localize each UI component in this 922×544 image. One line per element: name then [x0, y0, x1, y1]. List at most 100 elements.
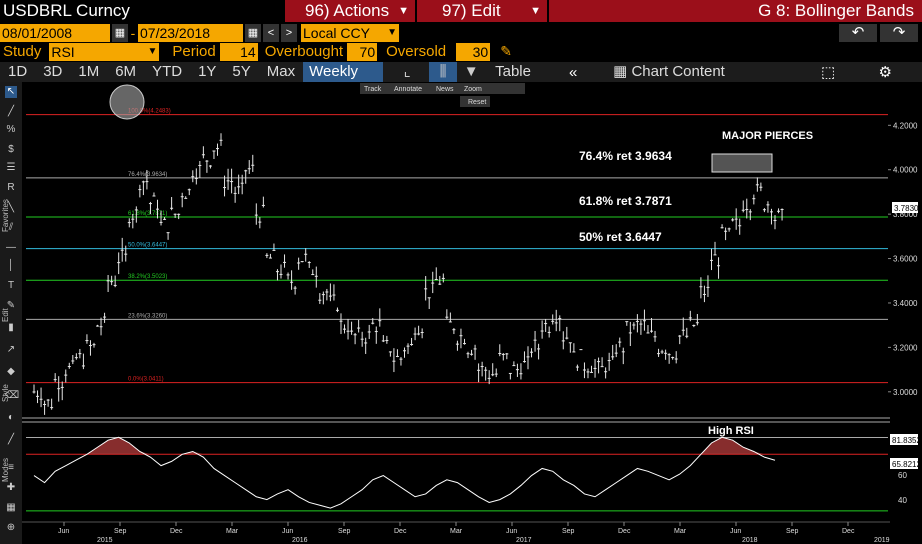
overbought-field[interactable]: 70 [347, 42, 378, 61]
ret-618-label: 61.8% ret 3.7871 [579, 194, 672, 208]
function-title: G 8: Bollinger Bands [549, 0, 922, 22]
chart-content-button[interactable]: ▦ Chart Content [603, 62, 793, 82]
fib-label: 38.2%(3.5023) [128, 274, 167, 280]
draw-icon[interactable]: ⬚ [821, 64, 836, 81]
study-bar: Study RSI ▼ Period 14 Overbought 70 Over… [0, 42, 922, 61]
x-month-label: Dec [394, 528, 407, 535]
mini-toolbar: Track Annotate News Zoom Reset [360, 83, 525, 107]
calendar-icon[interactable]: ▦ [112, 23, 128, 42]
chart-area[interactable]: Track Annotate News Zoom Reset 100.0%(4.… [22, 82, 922, 544]
palette-icon[interactable]: ◐ [7, 412, 15, 423]
track-button[interactable]: Track [364, 86, 382, 93]
x-year-label: 2019 [874, 537, 890, 544]
cursor-icon[interactable]: ↖ [5, 86, 17, 98]
actions-label: 96) Actions [305, 1, 390, 20]
calendar-icon[interactable]: ▦ [245, 23, 261, 42]
marker-icon[interactable]: ◆ [7, 366, 15, 377]
x-month-label: Dec [842, 528, 855, 535]
chevron-down-icon: ▼ [147, 45, 158, 57]
price-tool-icon[interactable]: $ [8, 144, 14, 155]
range-1m[interactable]: 1M [78, 63, 100, 80]
study-select[interactable]: RSI ▼ [49, 42, 160, 61]
overbought-label: Overbought [264, 43, 344, 60]
date-separator: - [130, 24, 136, 41]
chevron-right-icon[interactable]: > [281, 23, 297, 42]
line-chart-icon[interactable]: ⌞ [403, 63, 411, 80]
price-tick-label: 3.0000 [893, 388, 918, 397]
x-month-label: Mar [226, 528, 239, 535]
range-ytd[interactable]: YTD [152, 63, 183, 80]
channel-tool-icon[interactable]: ⫽ [8, 222, 14, 233]
forward-arrow-icon[interactable]: ↷ [880, 23, 918, 42]
table-button[interactable]: Table [495, 63, 531, 80]
mini-toolbar-bg [360, 83, 525, 94]
zoom-icon[interactable]: ⊕ [6, 522, 16, 533]
edit-menu-button[interactable]: 97) Edit ▼ [417, 0, 547, 22]
period-label: Period [172, 43, 216, 60]
horizontal-line-icon[interactable]: — [6, 242, 16, 253]
x-year-label: 2015 [97, 537, 113, 544]
last-price-tag [892, 202, 918, 213]
range-6m[interactable]: 6M [115, 63, 137, 80]
last-price-value: 3.7830 [894, 204, 919, 213]
end-date-field[interactable]: 07/23/2018 [138, 23, 243, 42]
period-field[interactable]: 14 [219, 42, 258, 61]
range-max[interactable]: Max [266, 63, 296, 80]
back-arrow-icon[interactable]: ↶ [839, 23, 877, 42]
price-chart-svg[interactable]: Track Annotate News Zoom Reset 100.0%(4.… [22, 82, 922, 544]
gear-icon[interactable]: ⚙ [878, 64, 892, 81]
range-5y[interactable]: 5Y [232, 63, 251, 80]
percent-tool-icon[interactable]: % [6, 124, 16, 135]
fib-tool-icon[interactable]: ☰ [6, 162, 16, 173]
grid-icon[interactable]: ▦ [6, 502, 16, 513]
news-button[interactable]: News [436, 86, 454, 93]
price-tick-label: 3.8000 [893, 210, 918, 219]
reset-button[interactable]: Reset [468, 99, 486, 106]
delete-icon[interactable]: ▮ [8, 322, 14, 333]
line-tool-icon[interactable]: ╱ [7, 106, 15, 117]
price-tick-label: 3.6000 [893, 255, 918, 264]
oversold-field[interactable]: 30 [456, 42, 491, 61]
chevron-down-icon: ▼ [398, 5, 409, 17]
pencil-icon[interactable]: ✎ [500, 42, 512, 59]
x-month-label: Jun [506, 528, 517, 535]
x-month-label: Jun [58, 528, 69, 535]
range-1d[interactable]: 1D [8, 63, 28, 80]
chevron-down-icon: ▼ [530, 5, 541, 17]
arrow-tool-icon[interactable]: ↗ [6, 344, 16, 355]
price-tick-label: 3.2000 [893, 343, 918, 352]
rsi-overbought-fill [34, 437, 775, 455]
range-3d[interactable]: 3D [43, 63, 63, 80]
chart-icon: ▦ [613, 63, 632, 80]
chevron-left-icon[interactable]: < [263, 23, 279, 42]
rsi-line [33, 436, 776, 509]
zoom-button[interactable]: Zoom [464, 86, 482, 93]
favorites-label: Favorites [1, 199, 10, 232]
ruler-icon[interactable]: R [7, 182, 15, 193]
pencil-icon[interactable]: ✎ [6, 300, 16, 311]
currency-select[interactable]: Local CCY ▼ [301, 23, 399, 42]
brush-icon[interactable]: ╱ [7, 434, 15, 445]
fib-label: 50.0%(3.6447) [128, 243, 167, 249]
oversold-label: Oversold [386, 43, 447, 60]
crosshair-icon[interactable]: ✚ [6, 482, 16, 493]
modes-label: Modes [1, 457, 10, 482]
text-tool-icon[interactable]: T [7, 280, 15, 291]
layers-icon[interactable]: ≡ [8, 462, 14, 473]
bar-chart-icon[interactable]: ⫼ [429, 62, 458, 82]
x-month-label: Sep [786, 528, 799, 535]
frequency-select[interactable]: Weekly ▼ [303, 62, 384, 100]
chevron-down-icon[interactable]: ▼ [463, 63, 479, 80]
eraser-icon[interactable]: ⌫ [5, 390, 20, 401]
actions-menu-button[interactable]: 96) Actions ▼ [285, 0, 415, 22]
start-date-field[interactable]: 08/01/2008 [0, 23, 110, 42]
fib-label: 0.0%(3.0411) [128, 377, 164, 383]
fib-label: 76.4%(3.9634) [128, 172, 167, 178]
rsi-last-value: 65.8212 [892, 460, 921, 469]
x-year-label: 2016 [292, 537, 308, 544]
annotate-button[interactable]: Annotate [394, 86, 422, 93]
vertical-line-icon[interactable]: │ [7, 260, 15, 271]
trend-tool-icon[interactable]: ╲ [7, 202, 15, 213]
range-1y[interactable]: 1Y [198, 63, 217, 80]
double-chevron-left-icon[interactable]: « [568, 63, 578, 81]
